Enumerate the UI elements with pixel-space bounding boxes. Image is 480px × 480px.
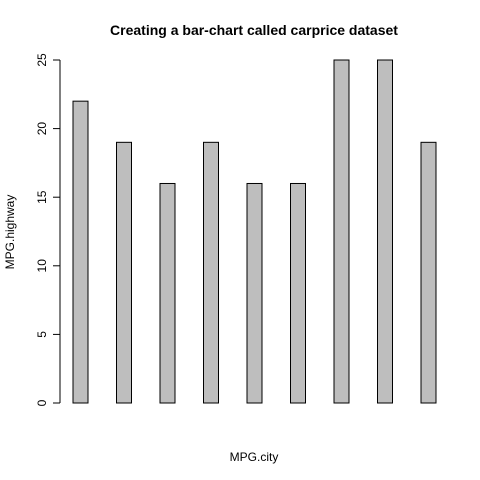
bar [290, 182, 306, 404]
y-tick-label: 25 [35, 53, 49, 67]
bars-group [72, 59, 437, 404]
bar [159, 182, 176, 404]
y-tick-label: 0 [35, 399, 49, 406]
y-tick-label: 10 [35, 259, 49, 273]
y-tick-label: 15 [35, 190, 49, 204]
bar [116, 141, 132, 404]
bar [377, 59, 393, 404]
y-tick-label: 20 [35, 122, 49, 136]
bar [246, 182, 263, 404]
y-tick-label: 5 [35, 331, 49, 338]
bar [72, 100, 89, 404]
y-axis: 0 5 10 15 20 25 [35, 53, 61, 406]
bar [203, 141, 219, 404]
chart-title: Creating a bar-chart called carprice dat… [110, 22, 398, 38]
bar [420, 141, 437, 404]
x-axis-label: MPG.city [230, 450, 279, 464]
y-axis-label: MPG.highway [3, 195, 17, 270]
bar [333, 59, 350, 404]
